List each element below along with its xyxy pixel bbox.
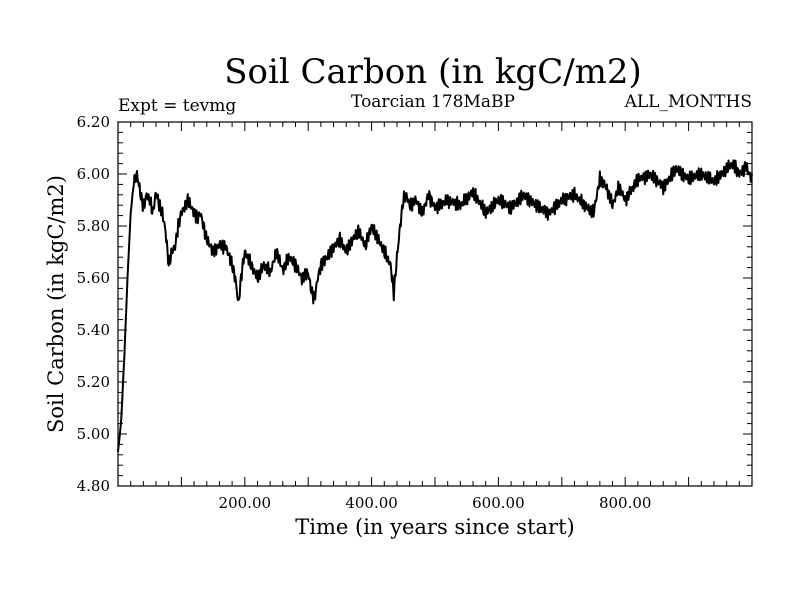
y-tick-label: 5.40: [77, 321, 110, 339]
chart-title: Soil Carbon (in kgC/m2): [224, 52, 642, 92]
x-tick-label: 800.00: [599, 494, 652, 512]
y-tick-label: 4.80: [77, 477, 110, 495]
y-tick-label: 5.80: [77, 217, 110, 235]
y-axis-label: Soil Carbon (in kgC/m2): [44, 175, 68, 433]
plot-frame: [117, 121, 753, 487]
series-line-soil-carbon: [117, 159, 753, 452]
experiment-label: Expt = tevmg: [118, 96, 236, 116]
x-tick-label: 400.00: [345, 494, 398, 512]
x-tick-label: 200.00: [219, 494, 272, 512]
y-tick-label: 6.00: [77, 165, 110, 183]
y-tick-label: 5.00: [77, 425, 110, 443]
months-label: ALL_MONTHS: [624, 92, 752, 112]
axis-tick-labels: 200.00 400.00 600.00 800.00 4.80 5.00 5.20 5.40…: [77, 113, 652, 512]
axis-ticks: [118, 122, 752, 486]
x-tick-label: 600.00: [472, 494, 525, 512]
period-label: Toarcian 178MaBP: [351, 92, 515, 112]
y-tick-label: 6.20: [77, 113, 110, 131]
y-tick-label: 5.20: [77, 373, 110, 391]
x-axis-label: Time (in years since start): [295, 515, 574, 539]
y-tick-label: 5.60: [77, 269, 110, 287]
